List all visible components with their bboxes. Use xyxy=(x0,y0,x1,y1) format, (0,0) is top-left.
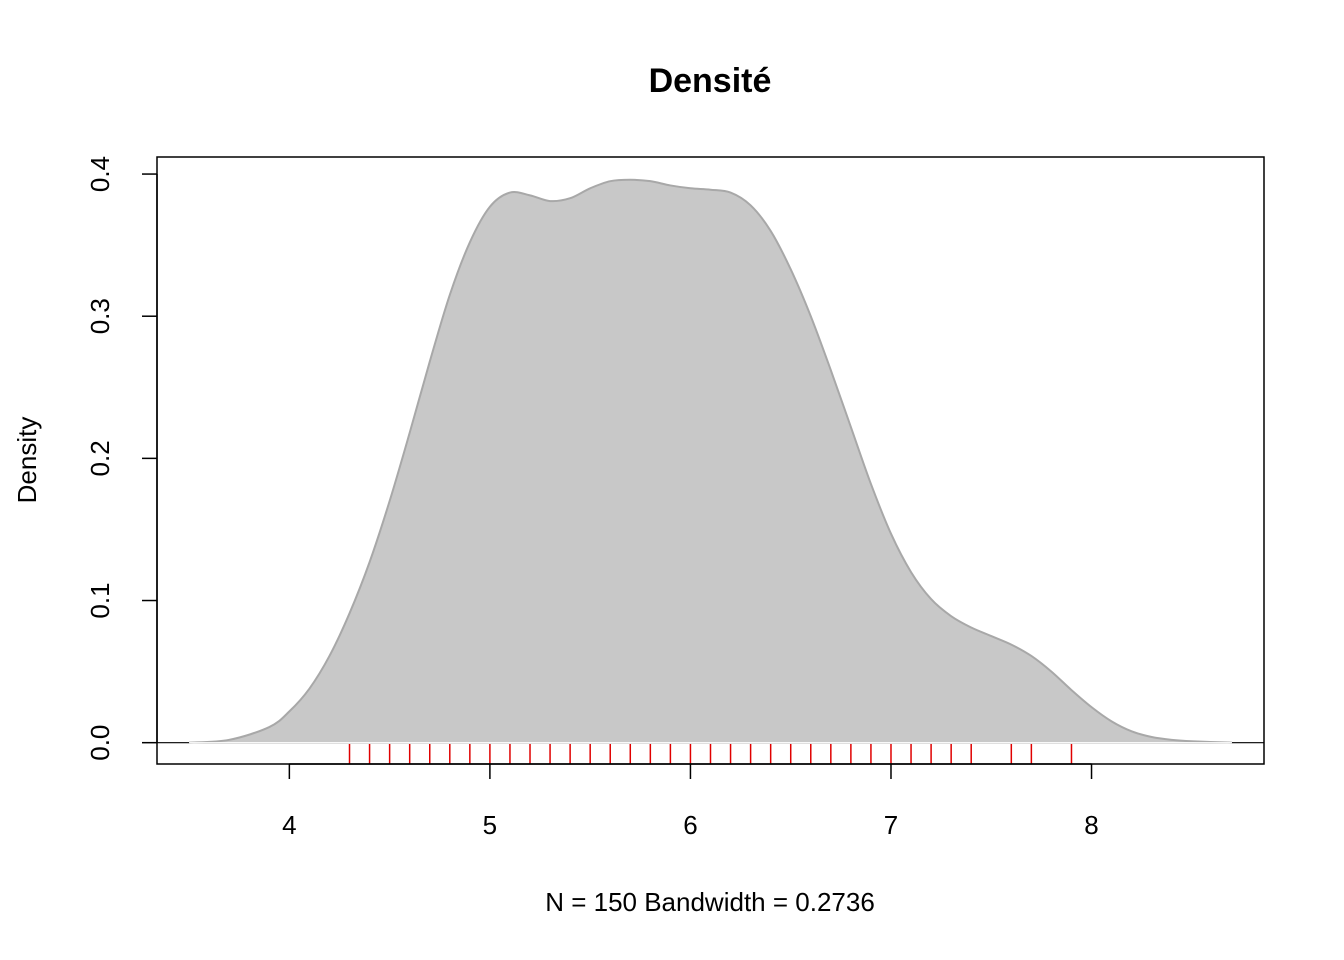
x-tick-label: 7 xyxy=(884,810,898,840)
x-tick-label: 5 xyxy=(483,810,497,840)
x-tick-label: 6 xyxy=(683,810,697,840)
chart-title: Densité xyxy=(649,62,772,100)
y-tick-label: 0.4 xyxy=(85,156,115,192)
y-tick-label: 0.0 xyxy=(85,725,115,761)
x-axis-label: N = 150 Bandwidth = 0.2736 xyxy=(545,887,875,917)
x-tick-label: 8 xyxy=(1084,810,1098,840)
y-tick-label: 0.3 xyxy=(85,298,115,334)
y-tick-label: 0.1 xyxy=(85,582,115,618)
density-area xyxy=(189,179,1232,743)
y-tick-label: 0.2 xyxy=(85,440,115,476)
density-curve xyxy=(189,178,1232,744)
y-axis-label: Density xyxy=(12,417,42,504)
x-tick-label: 4 xyxy=(282,810,296,840)
